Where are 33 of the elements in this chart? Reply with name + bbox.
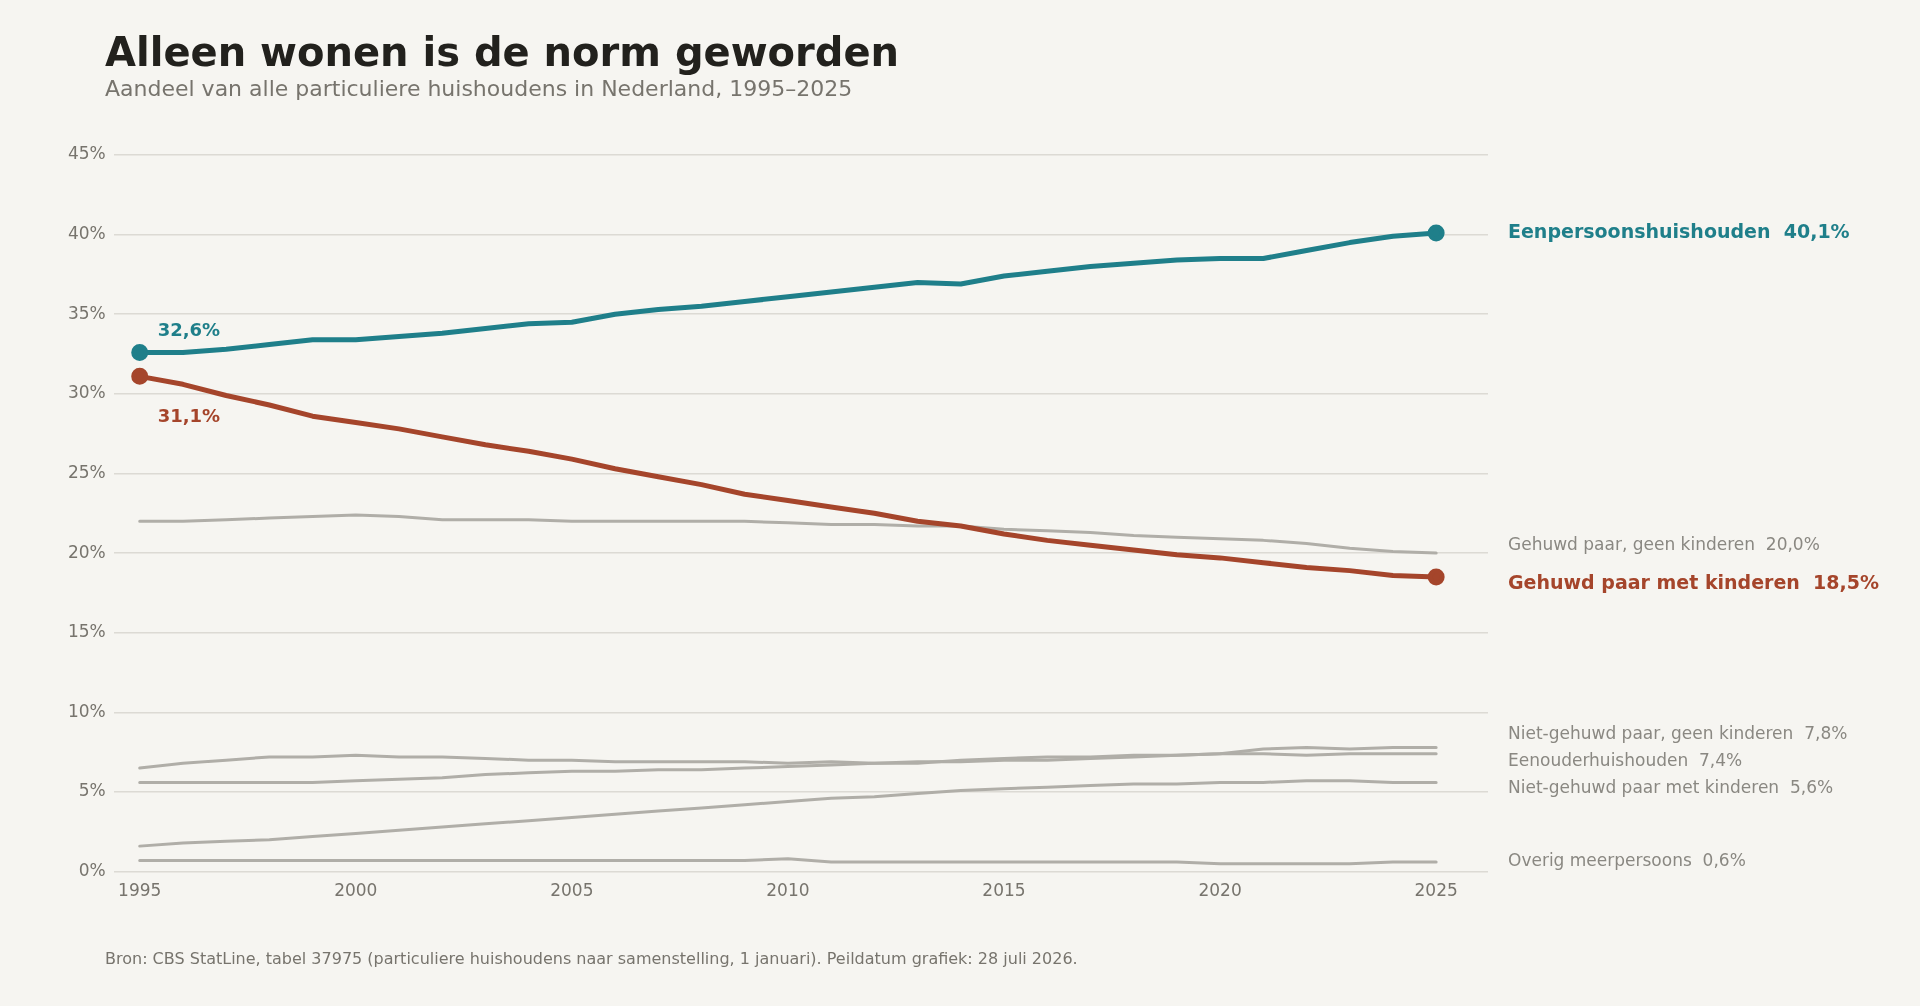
chart-title: Alleen wonen is de norm geworden xyxy=(105,29,900,75)
x-tick-label: 2025 xyxy=(1414,880,1458,901)
y-tick-label: 30% xyxy=(67,382,106,403)
point xyxy=(131,343,149,361)
point xyxy=(131,367,149,385)
text: Gehuwd paar, geen kinderen 20,0% xyxy=(1508,534,1820,555)
data-label: 31,1% xyxy=(157,405,221,427)
y-tick-label: 5% xyxy=(78,780,106,801)
text: Gehuwd paar met kinderen 18,5% xyxy=(1508,570,1880,593)
text: Overig meerpersoons 0,6% xyxy=(1508,850,1746,871)
x-tick-label: 2020 xyxy=(1198,880,1242,901)
data-label: 32,6% xyxy=(157,319,221,341)
point xyxy=(1427,568,1445,586)
text: Bron: CBS StatLine, tabel 37975 (particuliere huishoudens naar samenstelling, 1 januari). Peildatum grafiek: 28 juli 2026. xyxy=(105,949,1078,968)
x-tick-label: 2015 xyxy=(982,880,1026,901)
y-tick-label: 35% xyxy=(67,302,106,323)
point xyxy=(1427,224,1445,242)
text: Eenouderhuishouden 7,4% xyxy=(1508,749,1743,770)
y-tick-label: 45% xyxy=(67,143,106,164)
y-tick-label: 10% xyxy=(67,700,106,721)
x-tick-label: 2000 xyxy=(334,880,378,901)
y-tick-label: 40% xyxy=(67,223,106,244)
x-tick-label: 1995 xyxy=(118,880,162,901)
y-tick-label: 0% xyxy=(78,860,106,881)
chart-subtitle: Aandeel van alle particuliere huishoudens in Nederland, 1995–2025 xyxy=(105,76,853,101)
y-tick-label: 20% xyxy=(67,541,106,562)
text: Niet-gehuwd paar met kinderen 5,6% xyxy=(1508,776,1834,797)
text: Niet-gehuwd paar, geen kinderen 7,8% xyxy=(1508,722,1848,743)
x-tick-label: 2010 xyxy=(766,880,810,901)
y-tick-label: 25% xyxy=(67,461,106,482)
y-tick-label: 15% xyxy=(67,621,106,642)
x-tick-label: 2005 xyxy=(550,880,594,901)
text: Eenpersoonshuishouden 40,1% xyxy=(1508,219,1850,242)
